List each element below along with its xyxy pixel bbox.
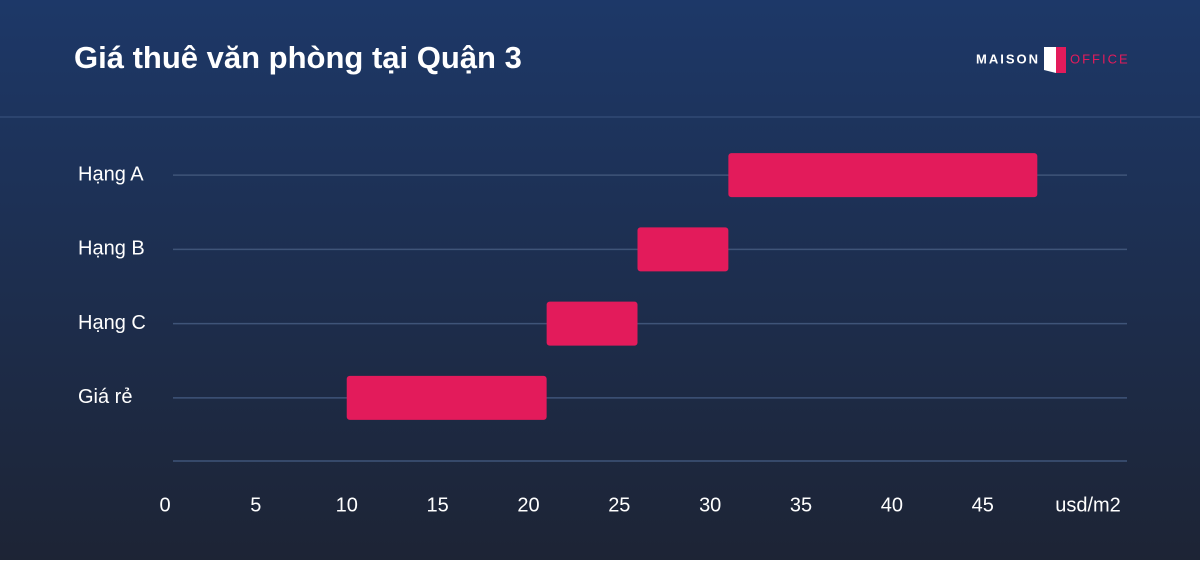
x-tick-label: 20 [517, 494, 539, 516]
y-tick-label: Hạng C [78, 312, 146, 334]
logo: MAISON OFFICE [976, 47, 1130, 73]
bar [728, 153, 1038, 198]
x-axis-label: usd/m2 [1055, 494, 1121, 516]
x-tick-label: 5 [250, 494, 261, 516]
bar [637, 227, 729, 272]
bar [346, 375, 547, 420]
chart-title: Giá thuê văn phòng tại Quận 3 [74, 40, 522, 75]
y-tick-label: Hạng B [78, 238, 145, 260]
y-tick-label: Giá rẻ [78, 386, 132, 408]
bar [546, 301, 638, 346]
x-tick-label: 30 [699, 494, 721, 516]
x-tick-label: 25 [608, 494, 630, 516]
x-tick-label: 45 [972, 494, 994, 516]
x-tick-label: 35 [790, 494, 812, 516]
logo-icon [1056, 47, 1066, 73]
y-tick-label: Hạng A [78, 163, 144, 185]
x-tick-label: 10 [336, 494, 358, 516]
brand-right: OFFICE [1070, 51, 1130, 66]
logo-icon [1044, 47, 1056, 73]
brand-left: MAISON [976, 51, 1040, 66]
x-tick-label: 0 [159, 494, 170, 516]
x-tick-label: 40 [881, 494, 903, 516]
x-tick-label: 15 [426, 494, 448, 516]
